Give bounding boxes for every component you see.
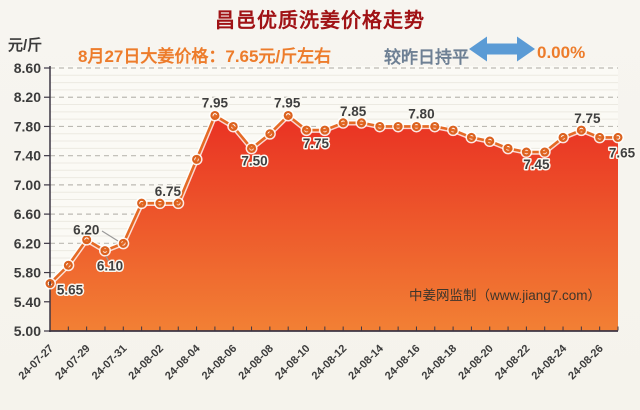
svg-text:24-07-27: 24-07-27 [16,343,56,383]
svg-text:5.80: 5.80 [14,265,41,281]
svg-text:7.45: 7.45 [523,157,550,172]
svg-text:24-08-24: 24-08-24 [530,342,570,382]
chart-title: 昌邑优质洗姜价格走势 [215,10,425,32]
data-point-labels: 5.65 6.10 6.20 6.75 7.95 7.50 7.95 7.75 7.85 7.80… [55,94,637,299]
svg-text:24-07-31: 24-07-31 [90,343,130,383]
svg-text:7.80: 7.80 [408,106,434,121]
svg-text:6.20: 6.20 [73,222,99,237]
svg-text:7.80: 7.80 [14,118,41,134]
svg-text:24-08-20: 24-08-20 [456,343,496,383]
svg-text:8.20: 8.20 [14,89,41,105]
svg-text:24-08-10: 24-08-10 [273,343,313,383]
watermark: 中姜网监制（www.jiang7.com） [409,288,601,303]
data-point-markers [43,109,624,290]
y-axis-unit-label: 元/斤 [8,37,43,54]
svg-text:24-08-06: 24-08-06 [200,343,240,383]
svg-text:7.40: 7.40 [14,148,41,164]
svg-text:7.00: 7.00 [14,177,41,193]
trend-percent-value: 0.00% [537,43,586,62]
svg-text:24-08-12: 24-08-12 [310,343,350,383]
svg-text:7.85: 7.85 [340,104,367,119]
svg-text:24-08-04: 24-08-04 [163,342,203,382]
svg-text:24-08-08: 24-08-08 [236,343,276,383]
svg-text:7.75: 7.75 [574,111,601,126]
unchanged-arrow-icon [469,36,535,62]
svg-text:5.40: 5.40 [14,294,41,310]
trend-comparison-label: 较昨日持平 [384,48,469,67]
svg-text:8.60: 8.60 [14,60,41,76]
svg-text:6.60: 6.60 [14,206,41,222]
svg-text:7.75: 7.75 [303,136,330,151]
svg-text:7.50: 7.50 [241,153,267,168]
svg-text:24-07-29: 24-07-29 [53,343,93,383]
svg-text:6.10: 6.10 [97,259,123,274]
svg-text:6.75: 6.75 [155,184,182,199]
svg-text:24-08-18: 24-08-18 [420,343,460,383]
svg-text:7.95: 7.95 [202,95,229,110]
svg-text:5.00: 5.00 [14,323,41,339]
svg-text:24-08-26: 24-08-26 [566,343,606,383]
svg-text:24-08-22: 24-08-22 [493,343,533,383]
price-subtitle: 8月27日大姜价格：7.65元/斤左右 [78,47,332,66]
svg-text:7.65: 7.65 [609,145,636,160]
svg-text:7.95: 7.95 [274,95,301,110]
svg-text:24-08-14: 24-08-14 [346,342,386,382]
svg-text:24-08-16: 24-08-16 [383,343,423,383]
svg-text:24-08-02: 24-08-02 [126,343,166,383]
svg-text:6.20: 6.20 [14,235,41,251]
svg-text:5.65: 5.65 [57,283,84,298]
